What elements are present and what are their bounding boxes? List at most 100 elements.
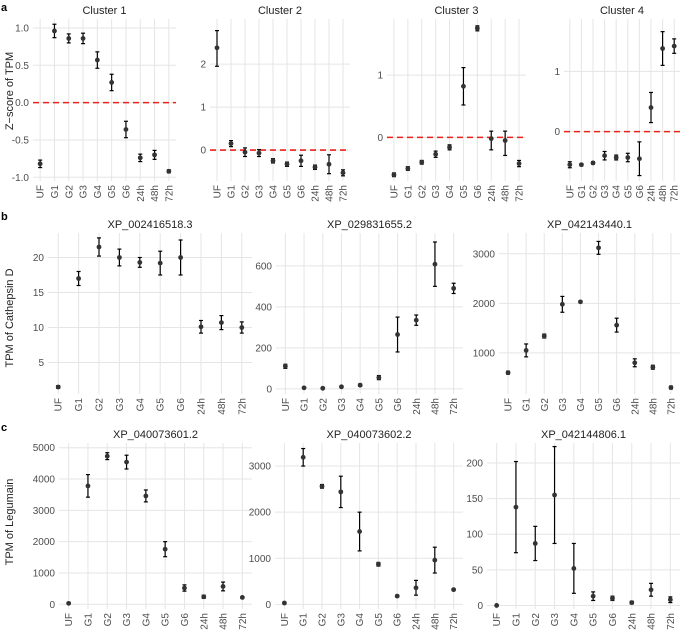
plot-title: XP_042143440.1: [547, 219, 632, 231]
x-tick-label: G5: [283, 185, 294, 199]
y-tick-label: 15: [33, 288, 45, 299]
data-point: [614, 322, 620, 328]
y-tick-label: 400: [255, 302, 272, 313]
x-tick-label: G1: [522, 398, 533, 412]
data-point: [596, 245, 601, 251]
plot-title: XP_040073601.2: [113, 429, 198, 441]
y-tick-label: 1: [200, 103, 206, 114]
data-point: [55, 384, 61, 390]
data-point: [461, 83, 466, 89]
x-tick-label: G3: [431, 185, 442, 199]
data-point: [395, 332, 400, 337]
y-tick-label: 100: [466, 530, 483, 541]
data-point: [109, 80, 115, 85]
x-tick-label: G3: [79, 185, 90, 199]
plot-6: XP_029831655.2 0 200 400 600 UF G1 G2 G3 G4 G5 G6 24…: [255, 219, 463, 415]
data-point: [523, 348, 529, 353]
y-tick-label: 0: [377, 133, 383, 144]
x-tick-label: G3: [255, 185, 266, 199]
x-tick-label: UF: [54, 398, 65, 411]
data-point: [219, 320, 224, 325]
x-tick-label: G2: [318, 613, 329, 627]
data-point: [451, 285, 457, 291]
x-tick-label: 48h: [325, 185, 336, 202]
data-point: [96, 244, 102, 250]
data-point: [357, 382, 363, 388]
data-point: [488, 136, 494, 142]
data-point: [143, 493, 149, 499]
data-point: [228, 141, 234, 147]
x-tick-label: 24h: [199, 613, 210, 630]
x-tick-label: G5: [459, 185, 470, 199]
data-point: [590, 160, 596, 166]
data-point: [667, 597, 673, 603]
x-tick-label: G2: [241, 185, 252, 199]
x-tick-label: G5: [594, 398, 605, 412]
plot-5: XP_002416518.3 5 10 15 20 UF G1 G2 G3 G4 G5 G6 24h 48…: [33, 219, 252, 415]
data-point: [474, 25, 480, 31]
x-tick-label: UF: [280, 613, 291, 626]
x-tick-label: 48h: [658, 185, 669, 202]
y-tick-label: 200: [466, 458, 483, 469]
data-point: [648, 587, 654, 593]
x-tick-label: G4: [93, 185, 104, 199]
x-tick-label: 72h: [164, 185, 175, 202]
x-tick-label: G2: [589, 185, 600, 199]
x-tick-label: 24h: [136, 185, 147, 202]
plot-title: XP_040073602.2: [326, 429, 411, 441]
y-tick-label: 1000: [249, 554, 272, 565]
x-tick-label: 48h: [430, 613, 441, 630]
x-tick-label: G4: [445, 185, 456, 199]
panel-label-b: b: [1, 211, 8, 223]
plot-1: Cluster 1 -1.0 -0.5 0.0 0.5 1.0 UF G1 G2 G3 G4 G5 G6…: [12, 5, 176, 202]
data-point: [123, 127, 129, 132]
x-tick-label: G1: [511, 613, 522, 627]
x-tick-label: G3: [336, 613, 347, 627]
x-tick-label: G4: [269, 185, 280, 199]
data-point: [320, 385, 326, 391]
plot-title: XP_002416518.3: [107, 219, 192, 231]
x-tick-label: UF: [492, 613, 503, 626]
data-point: [300, 454, 306, 460]
x-tick-label: 72h: [515, 185, 526, 202]
plot-2: Cluster 2 0 1 2 UF G1 G2 G3 G4 G5 G6 24h 48h 72h: [200, 5, 350, 202]
x-tick-label: UF: [213, 185, 224, 198]
data-point: [567, 162, 573, 168]
data-point: [432, 261, 438, 267]
x-tick-label: UF: [389, 185, 400, 198]
x-tick-label: G1: [577, 185, 588, 199]
x-tick-label: G1: [300, 398, 311, 412]
data-point: [447, 144, 452, 150]
y-tick-label: 0: [200, 146, 206, 157]
y-axis-title-legumain: TPM of Legumain: [4, 479, 16, 566]
y-tick-label: 0: [477, 601, 483, 612]
data-point: [660, 46, 665, 51]
data-point: [198, 324, 204, 330]
data-point: [152, 152, 157, 158]
y-tick-label: 1000: [33, 568, 56, 579]
x-tick-label: G2: [531, 613, 542, 627]
data-point: [602, 153, 607, 159]
data-point: [541, 333, 547, 339]
data-point: [650, 364, 656, 370]
data-point: [578, 299, 583, 305]
x-tick-label: G1: [403, 185, 414, 199]
x-tick-label: 72h: [666, 398, 677, 415]
data-point: [513, 504, 519, 510]
y-axis-title-cathepsin: TPM of Cathepsin D: [4, 268, 16, 367]
data-point: [419, 159, 425, 165]
y-tick-label: 2000: [473, 299, 496, 310]
x-tick-label: G2: [540, 398, 551, 412]
data-point: [220, 584, 226, 589]
data-point: [516, 161, 522, 166]
data-point: [625, 155, 631, 160]
data-point: [391, 172, 397, 178]
x-tick-label: G5: [156, 398, 167, 412]
x-tick-label: G6: [121, 185, 132, 199]
x-tick-label: G5: [161, 613, 172, 627]
x-tick-label: 72h: [238, 613, 249, 630]
data-point: [76, 276, 81, 281]
data-point: [357, 529, 362, 534]
data-point: [94, 57, 100, 63]
x-tick-label: G6: [635, 185, 646, 199]
